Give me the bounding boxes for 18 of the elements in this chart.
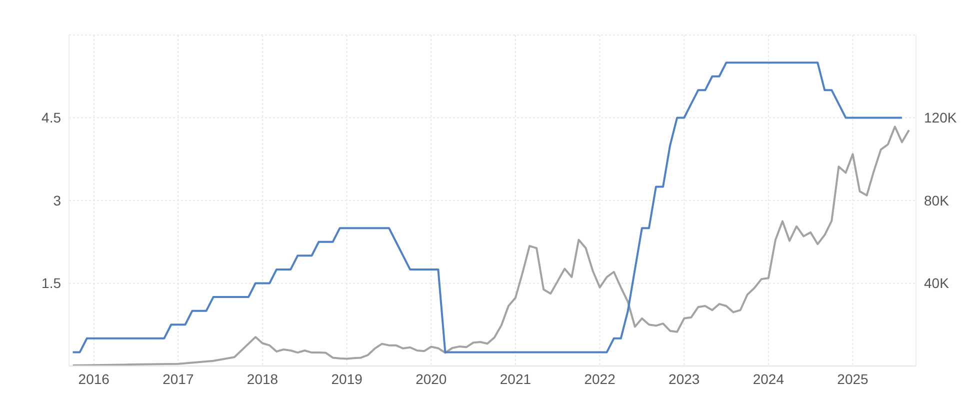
line-series <box>72 126 910 366</box>
y-tick-label: 3 <box>53 192 62 208</box>
line-series <box>72 62 903 354</box>
x-tick-label: 2019 <box>331 370 363 387</box>
y2-tick-label: 80K <box>924 192 950 208</box>
y-tick-label: 1.5 <box>42 275 62 292</box>
x-tick-label: 2021 <box>500 370 532 387</box>
x-tick-label: 2023 <box>668 370 700 387</box>
x-tick-label: 2024 <box>752 370 784 387</box>
y-tick-label: 4.5 <box>42 110 62 126</box>
y2-tick-label: 40K <box>924 275 950 292</box>
x-tick-label: 2020 <box>416 370 447 387</box>
x-tick-label: 2022 <box>584 370 616 387</box>
y2-tick-label: 120K <box>924 110 958 126</box>
x-tick-label: 2025 <box>837 370 869 387</box>
x-tick-label: 2018 <box>246 370 278 387</box>
x-tick-label: 2017 <box>162 370 194 387</box>
x-tick-label: 2016 <box>78 370 110 387</box>
